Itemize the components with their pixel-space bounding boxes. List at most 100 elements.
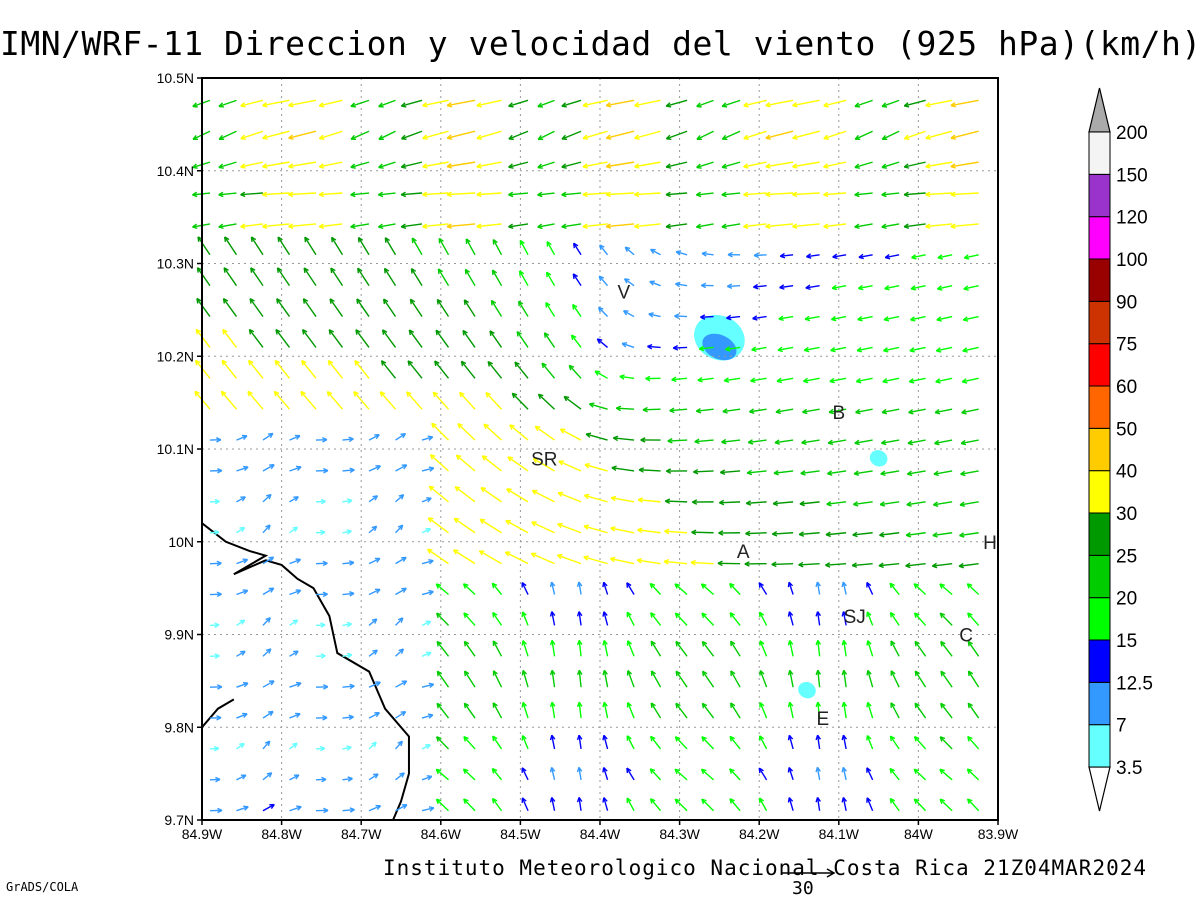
- wind-arrow: [289, 742, 298, 750]
- wind-arrow: [690, 559, 714, 566]
- wind-arrow: [421, 497, 432, 503]
- wind-arrow: [350, 99, 370, 108]
- wind-arrow: [841, 701, 848, 719]
- shaded-area-2: [869, 450, 888, 467]
- wind-arrow: [700, 314, 714, 320]
- wind-arrow: [377, 223, 396, 230]
- wind-arrow: [649, 768, 662, 781]
- wind-arrow: [909, 346, 926, 353]
- wind-arrow: [395, 587, 407, 596]
- wind-arrow: [675, 281, 688, 288]
- wind-arrow: [958, 562, 979, 569]
- wind-arrow: [823, 223, 847, 229]
- wind-arrow: [462, 583, 476, 596]
- wind-arrow: [315, 591, 328, 598]
- wind-arrow: [379, 391, 397, 410]
- wind-arrow: [758, 797, 768, 812]
- wind-arrow: [649, 582, 662, 596]
- wind-arrow: [697, 376, 714, 383]
- wind-arrow: [745, 530, 767, 537]
- wind-arrow: [561, 223, 582, 230]
- wind-arrow: [634, 161, 661, 169]
- wind-arrow: [492, 611, 503, 626]
- wind-arrow: [197, 236, 211, 256]
- wind-arrow: [289, 526, 299, 534]
- wind-arrow: [883, 346, 900, 353]
- wind-arrow: [315, 776, 327, 783]
- wind-arrow: [925, 130, 953, 140]
- wind-arrow: [674, 768, 688, 781]
- wind-arrow: [961, 377, 979, 384]
- wind-arrow: [537, 99, 555, 108]
- coastline-line: [201, 522, 410, 821]
- wind-arrow: [825, 531, 847, 538]
- wind-arrow: [804, 315, 820, 322]
- wind-arrow: [421, 651, 432, 657]
- wind-arrow: [289, 589, 302, 596]
- wind-arrow: [588, 402, 608, 410]
- wind-arrow: [410, 268, 423, 287]
- colorbar-swatch: [1088, 131, 1111, 175]
- wind-arrow: [650, 248, 661, 256]
- wind-arrow: [908, 377, 926, 384]
- wind-arrow: [576, 639, 583, 657]
- wind-arrow: [746, 469, 767, 476]
- wind-arrow: [455, 454, 476, 472]
- wind-arrow: [573, 242, 582, 256]
- grid: [202, 78, 998, 820]
- wind-arrow: [940, 702, 953, 719]
- wind-arrow: [438, 237, 450, 256]
- wind-arrow: [521, 735, 529, 750]
- wind-arrow: [368, 804, 382, 812]
- wind-arrow: [674, 798, 688, 812]
- wind-arrow: [537, 393, 556, 410]
- wind-arrow: [841, 797, 847, 811]
- wind-arrow: [950, 99, 979, 108]
- wind-arrow: [750, 377, 767, 384]
- wind-arrow: [650, 735, 662, 750]
- wind-arrow: [723, 377, 741, 383]
- wind-arrow: [649, 798, 662, 812]
- wind-arrow: [854, 439, 873, 446]
- wind-arrow: [289, 774, 300, 781]
- wind-arrow: [436, 702, 450, 719]
- wind-arrow: [236, 589, 249, 596]
- wind-arrow: [508, 99, 529, 108]
- wind-arrow: [602, 767, 609, 781]
- colorbar-swatch: [1088, 343, 1111, 387]
- wind-arrow: [934, 439, 953, 446]
- wind-arrow: [866, 611, 874, 626]
- wind-arrow: [508, 223, 529, 230]
- wind-arrow: [823, 191, 847, 198]
- wind-arrow: [881, 408, 900, 415]
- wind-arrow: [378, 161, 396, 169]
- wind-arrow: [642, 406, 661, 413]
- wind-arrow: [925, 99, 953, 108]
- wind-arrow: [463, 299, 476, 317]
- wind-arrow: [250, 236, 264, 256]
- wind-arrow: [218, 161, 237, 169]
- wind-arrow: [537, 161, 555, 169]
- wind-arrow: [626, 735, 635, 750]
- wind-arrow: [959, 501, 979, 508]
- wind-arrow: [394, 740, 403, 750]
- wind-arrow: [605, 130, 635, 140]
- wind-arrow: [395, 804, 408, 812]
- wind-arrow: [537, 191, 555, 198]
- wind-arrow: [582, 223, 608, 229]
- place-label-c: C: [959, 626, 973, 647]
- wind-arrow: [262, 464, 275, 472]
- wind-arrow: [905, 532, 926, 538]
- wind-arrow: [368, 712, 380, 719]
- wind-arrow: [911, 254, 926, 260]
- wind-arrow: [421, 589, 434, 596]
- wind-arrow: [315, 560, 328, 567]
- wind-arrow: [830, 346, 847, 353]
- wind-arrow: [701, 640, 715, 657]
- wind-arrow: [913, 583, 927, 596]
- wind-arrow: [890, 670, 900, 688]
- wind-arrow: [925, 191, 953, 198]
- wind-arrow: [730, 670, 741, 688]
- wind-arrow: [427, 517, 449, 534]
- wind-arrow: [665, 130, 688, 140]
